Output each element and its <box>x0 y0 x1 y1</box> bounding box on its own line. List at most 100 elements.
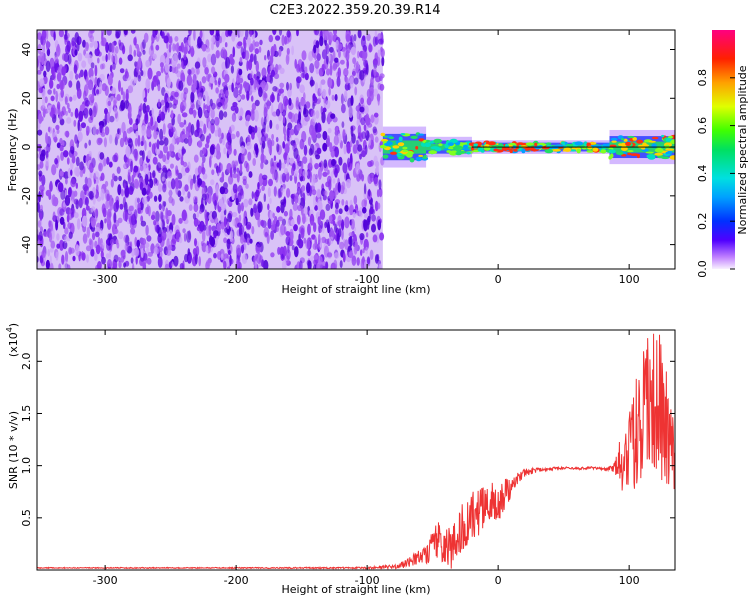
signal-speckle <box>651 136 659 140</box>
noise-speckle <box>37 129 43 136</box>
noise-speckle <box>88 150 92 157</box>
noise-speckle <box>228 175 234 185</box>
noise-speckle <box>275 63 279 74</box>
noise-speckle <box>64 227 69 235</box>
noise-speckle <box>334 94 338 102</box>
noise-speckle <box>352 57 357 65</box>
noise-speckle <box>344 205 349 212</box>
noise-speckle <box>319 35 324 47</box>
signal-speckle <box>388 136 395 140</box>
signal-speckle <box>382 154 389 159</box>
noise-speckle <box>347 97 353 109</box>
noise-speckle <box>111 41 115 54</box>
noise-speckle <box>71 37 76 47</box>
signal-speckle <box>609 153 614 159</box>
signal-speckle <box>625 141 632 146</box>
noise-speckle <box>275 226 279 233</box>
noise-speckle <box>145 78 151 90</box>
noise-speckle <box>94 252 98 261</box>
noise-speckle <box>209 235 213 246</box>
noise-speckle <box>245 120 249 127</box>
noise-speckle <box>252 158 256 166</box>
noise-speckle <box>172 43 176 52</box>
noise-speckle <box>76 88 82 99</box>
noise-speckle <box>89 42 94 48</box>
colorbar-ticks: 0.0 0.2 0.4 0.6 0.8 <box>696 69 735 278</box>
signal-speckle <box>434 139 439 144</box>
noise-speckle <box>229 258 234 265</box>
noise-speckle <box>117 217 123 224</box>
noise-speckle <box>127 105 132 115</box>
noise-speckle <box>317 233 321 245</box>
signal-speckle <box>630 153 639 157</box>
noise-speckle <box>76 218 81 230</box>
signal-speckle <box>415 156 422 162</box>
noise-speckle <box>42 43 46 55</box>
noise-speckle <box>199 149 203 158</box>
noise-speckle <box>271 92 275 104</box>
noise-speckle <box>130 30 136 34</box>
signal-speckle <box>623 138 628 142</box>
noise-speckle <box>82 39 86 48</box>
noise-speckle <box>84 183 88 192</box>
noise-speckle <box>372 234 378 243</box>
noise-speckle <box>327 169 330 175</box>
noise-speckle <box>104 218 107 224</box>
noise-speckle <box>318 223 321 234</box>
noise-speckle <box>64 195 71 206</box>
noise-speckle <box>118 175 122 182</box>
noise-speckle <box>320 220 323 229</box>
noise-speckle <box>231 112 237 122</box>
noise-speckle <box>254 41 260 47</box>
noise-speckle <box>67 222 72 229</box>
noise-speckle <box>175 179 180 190</box>
noise-speckle <box>317 97 322 104</box>
signal-speckle <box>392 145 400 149</box>
noise-speckle <box>201 167 206 175</box>
noise-speckle <box>162 183 167 193</box>
noise-speckle <box>177 172 183 180</box>
noise-speckle <box>266 99 271 110</box>
noise-speckle <box>296 63 301 73</box>
noise-speckle <box>157 227 162 238</box>
noise-speckle <box>115 30 121 39</box>
noise-speckle <box>166 171 173 179</box>
noise-speckle <box>193 154 199 163</box>
noise-speckle <box>210 36 216 44</box>
noise-speckle <box>366 256 371 265</box>
noise-speckle <box>301 185 306 192</box>
noise-speckle <box>329 142 333 153</box>
noise-speckle <box>350 218 355 230</box>
noise-speckle <box>215 184 219 196</box>
noise-speckle <box>357 30 362 39</box>
noise-speckle <box>199 220 205 232</box>
noise-speckle <box>258 173 264 186</box>
noise-speckle <box>229 167 233 178</box>
noise-speckle <box>316 53 321 61</box>
noise-speckle <box>359 153 362 160</box>
noise-speckle <box>124 186 130 199</box>
noise-speckle <box>264 231 268 237</box>
noise-speckle <box>364 105 369 115</box>
noise-speckle <box>103 158 107 167</box>
noise-speckle <box>47 105 52 114</box>
noise-speckle <box>192 174 196 184</box>
noise-speckle <box>270 166 275 175</box>
noise-speckle <box>319 209 326 220</box>
noise-speckle <box>365 246 369 255</box>
noise-speckle <box>171 261 174 267</box>
noise-speckle <box>316 188 321 198</box>
noise-speckle <box>217 127 222 138</box>
noise-speckle <box>243 198 249 208</box>
noise-speckle <box>59 216 65 225</box>
noise-speckle <box>317 255 323 266</box>
spectrogram-axes-frame <box>36 29 676 270</box>
noise-speckle <box>126 128 132 134</box>
noise-speckle <box>373 177 379 187</box>
noise-speckle <box>140 220 147 227</box>
noise-speckle <box>96 137 103 146</box>
noise-speckle <box>216 222 222 232</box>
noise-speckle <box>246 60 249 72</box>
noise-speckle <box>260 117 264 127</box>
noise-speckle <box>296 214 301 225</box>
